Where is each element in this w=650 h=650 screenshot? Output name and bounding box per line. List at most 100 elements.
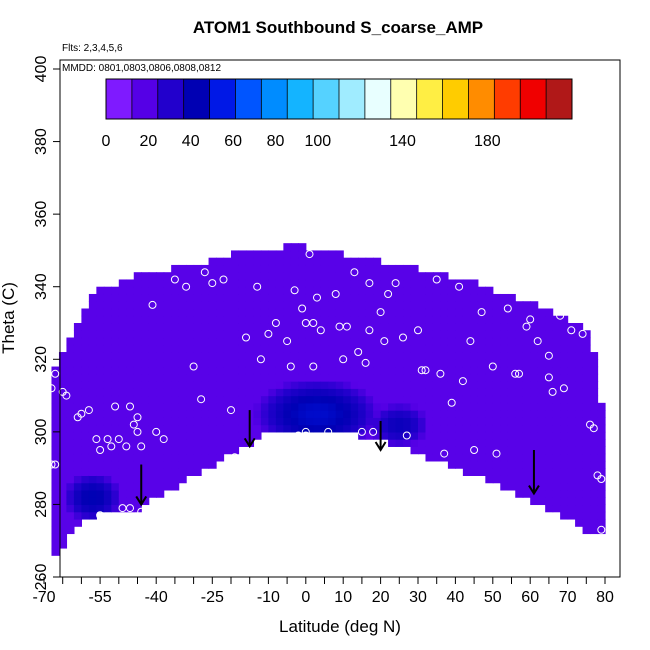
heatmap-cell [485, 460, 494, 469]
heatmap-cell [163, 301, 172, 310]
heatmap-cell [216, 388, 225, 397]
heatmap-cell [447, 337, 456, 346]
heatmap-cell [500, 308, 509, 317]
heatmap-cell [216, 431, 225, 440]
heatmap-cell [208, 402, 217, 411]
heatmap-cell [552, 344, 561, 353]
heatmap-cell [305, 373, 314, 382]
heatmap-cell [432, 395, 442, 404]
heatmap-cell [567, 388, 576, 397]
heatmap-cell [403, 315, 412, 324]
heatmap-cell [365, 359, 374, 368]
heatmap-cell [208, 431, 217, 440]
heatmap-cell [388, 264, 397, 273]
heatmap-cell [238, 279, 247, 288]
heatmap-cell [88, 359, 97, 368]
heatmap-cell [313, 279, 322, 288]
heatmap-cell [365, 315, 374, 324]
heatmap-cell [335, 337, 344, 346]
heatmap-cell [208, 388, 217, 397]
heatmap-cell [335, 264, 344, 273]
heatmap-cell [335, 272, 344, 281]
heatmap-cell [216, 272, 225, 281]
heatmap-cell [216, 337, 225, 346]
heatmap-cell [148, 388, 157, 397]
heatmap-cell [238, 250, 247, 259]
heatmap-cell [163, 395, 172, 404]
heatmap-cell [245, 301, 255, 310]
heatmap-cell [163, 344, 172, 353]
heatmap-cell [410, 279, 419, 288]
heatmap-cell [567, 475, 576, 484]
heatmap-cell [253, 315, 262, 324]
heatmap-cell [253, 250, 262, 259]
heatmap-cell [171, 308, 180, 317]
heatmap-cell [365, 402, 374, 411]
heatmap-cell [193, 352, 202, 360]
heatmap-cell [440, 286, 449, 295]
heatmap-cell [410, 272, 419, 281]
sample-point [200, 268, 209, 277]
heatmap-cell [178, 337, 187, 346]
heatmap-cell [66, 475, 75, 484]
heatmap-cell [395, 264, 404, 273]
heatmap-cell [283, 352, 292, 360]
heatmap-cell [238, 352, 247, 360]
heatmap-cell [545, 468, 554, 476]
heatmap-cell [253, 395, 262, 404]
colorbar-frame [105, 78, 573, 120]
heatmap-cell [245, 264, 255, 273]
sample-point [440, 449, 449, 458]
heatmap-cell [118, 402, 127, 411]
heatmap-cell [111, 344, 120, 353]
heatmap-cell [507, 323, 516, 331]
heatmap-cell [432, 315, 442, 324]
heatmap-cell [66, 446, 75, 455]
heatmap-cell [163, 352, 172, 360]
heatmap-cell [470, 293, 479, 302]
heatmap-cell [133, 337, 142, 346]
heatmap-cell [560, 359, 569, 368]
sample-point [122, 442, 131, 451]
heatmap-cell [597, 511, 606, 520]
heatmap-cell [66, 489, 75, 498]
heatmap-cell [73, 381, 82, 389]
heatmap-cell [141, 293, 150, 302]
heatmap-cell [485, 424, 494, 433]
heatmap-cell [477, 424, 486, 433]
heatmap-cell [231, 308, 240, 317]
heatmap-cell [186, 330, 195, 339]
heatmap-cell [253, 264, 262, 273]
heatmap-cell [343, 352, 352, 360]
colorbar-swatch [520, 79, 547, 119]
heatmap-cell [403, 272, 412, 281]
heatmap-cell [328, 279, 337, 288]
heatmap-cell [133, 366, 142, 375]
heatmap-cell [477, 286, 486, 295]
heatmap-cell [73, 366, 82, 375]
heatmap-cell [171, 330, 180, 339]
sample-point [294, 431, 303, 440]
heatmap-cell [88, 388, 97, 397]
heatmap-cell [118, 439, 127, 447]
heatmap-cell [238, 315, 247, 324]
heatmap-cell [380, 337, 389, 346]
heatmap-cell [231, 301, 240, 310]
heatmap-cell [388, 308, 397, 317]
heatmap-cell [118, 381, 127, 389]
heatmap-cell [186, 366, 195, 375]
heatmap-cell [522, 373, 531, 382]
heatmap-cell [298, 359, 307, 368]
heatmap-cell [156, 410, 165, 418]
colorbar-swatch [209, 79, 236, 119]
heatmap-cell [455, 344, 464, 353]
heatmap-cell [313, 424, 322, 433]
heatmap-cell [567, 511, 576, 520]
colorbar-swatch [131, 79, 159, 119]
heatmap-cell [283, 388, 292, 397]
heatmap-cell [477, 337, 486, 346]
heatmap-cell [88, 475, 97, 484]
heatmap-cell [440, 352, 449, 360]
heatmap-cell [425, 431, 434, 440]
heatmap-cell [268, 264, 277, 273]
